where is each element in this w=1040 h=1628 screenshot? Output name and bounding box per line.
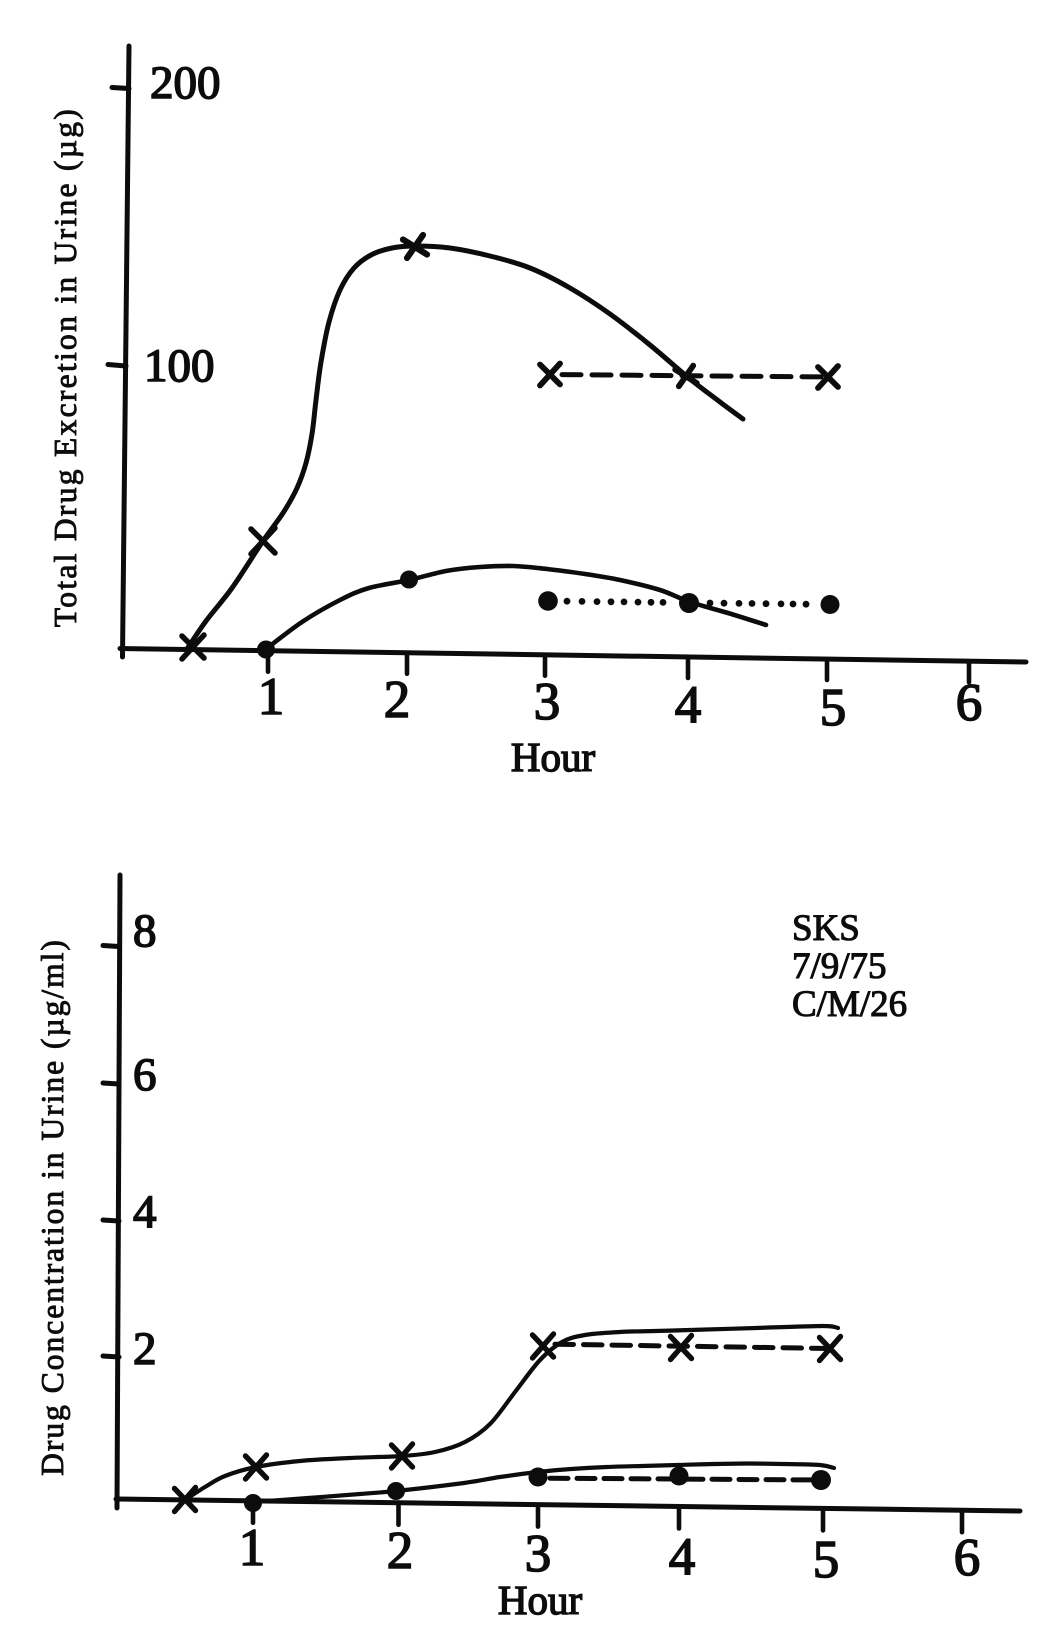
svg-text:4: 4: [675, 676, 702, 734]
svg-text:4: 4: [133, 1186, 157, 1238]
svg-text:1: 1: [239, 1519, 266, 1577]
svg-text:Total Drug Excretion in Urine: Total Drug Excretion in Urine (µg): [48, 107, 83, 627]
svg-text:3: 3: [534, 673, 561, 731]
svg-text:8: 8: [133, 905, 157, 957]
svg-text:7/9/75: 7/9/75: [792, 946, 887, 987]
svg-text:SKS: SKS: [792, 908, 860, 949]
svg-text:100: 100: [144, 340, 215, 392]
svg-text:C/M/26: C/M/26: [792, 984, 907, 1025]
svg-text:6: 6: [956, 674, 983, 732]
svg-text:2: 2: [387, 1522, 414, 1580]
svg-text:200: 200: [150, 57, 221, 109]
svg-text:2: 2: [384, 671, 411, 729]
svg-text:5: 5: [820, 679, 847, 737]
svg-text:3: 3: [525, 1525, 552, 1583]
svg-text:2: 2: [133, 1323, 157, 1375]
svg-text:4: 4: [669, 1528, 696, 1586]
svg-text:6: 6: [133, 1049, 157, 1101]
svg-text:5: 5: [813, 1531, 840, 1589]
svg-text:1: 1: [258, 668, 285, 726]
svg-text:Drug Concentration in Urine (µ: Drug Concentration in Urine (µg/ml): [35, 938, 70, 1476]
svg-text:Hour: Hour: [511, 734, 596, 780]
svg-text:6: 6: [954, 1529, 981, 1587]
svg-text:Hour: Hour: [498, 1577, 583, 1623]
